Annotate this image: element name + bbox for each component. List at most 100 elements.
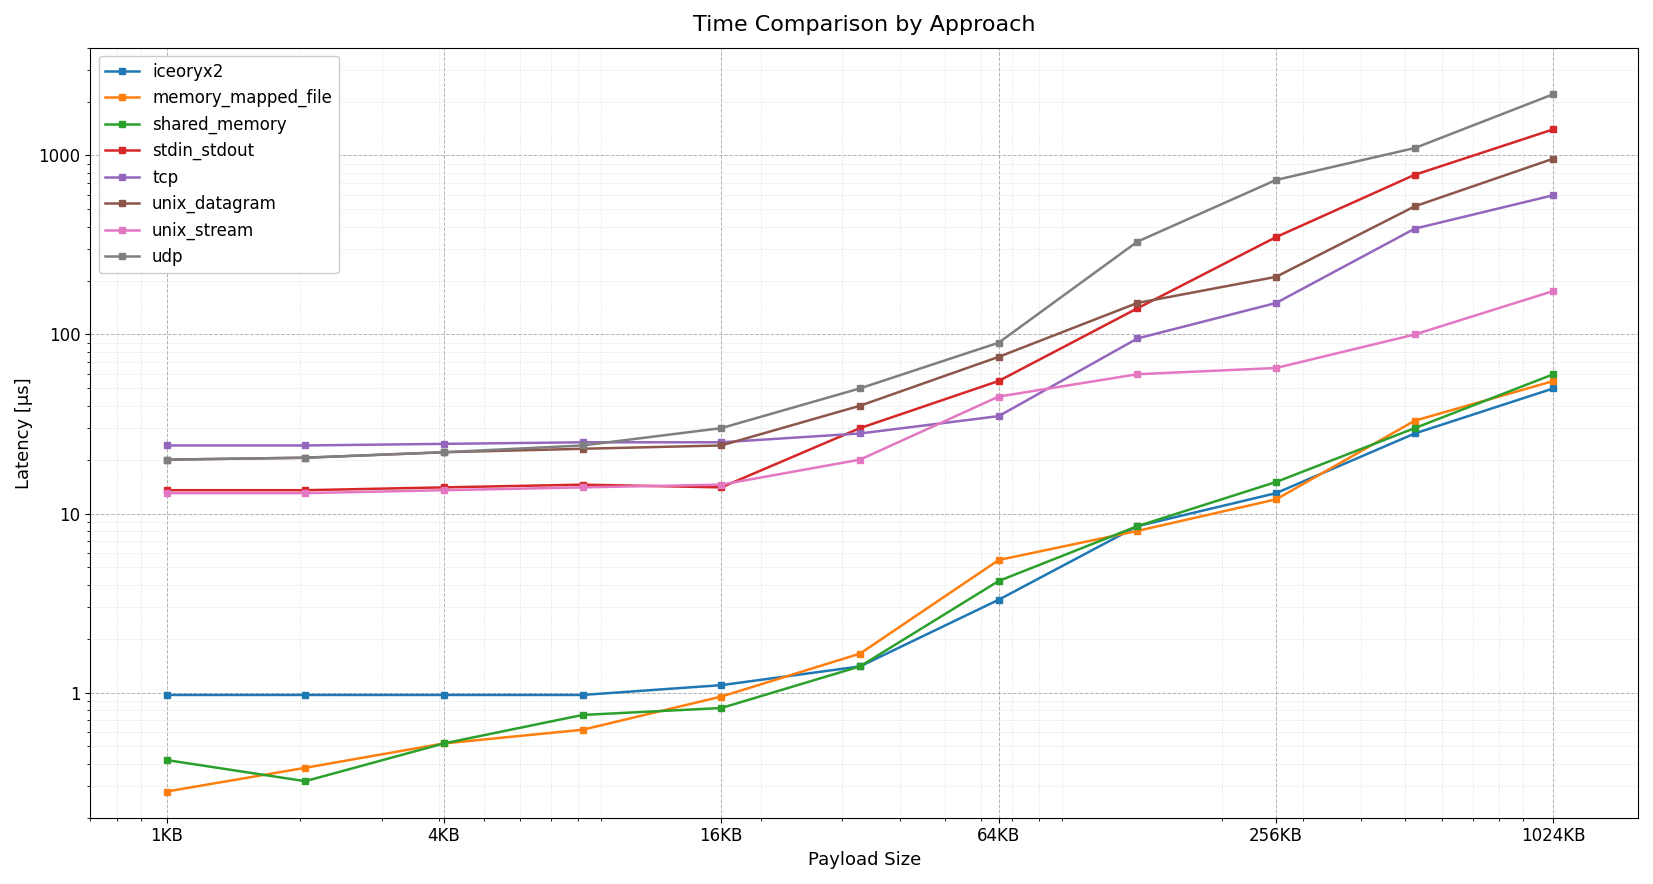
Line: iceoryx2: iceoryx2 [164,385,1557,698]
shared_memory [1127,521,1147,531]
Legend: iceoryx2, memory_mapped_file, shared_memory, stdin_stdout, tcp, unix_datagram, u: iceoryx2, memory_mapped_file, shared_mem… [99,56,339,273]
unix_stream [572,482,592,492]
tcp [1266,298,1286,309]
shared_memory [296,776,316,787]
stdin_stdout [711,482,731,492]
udp [157,454,177,465]
Y-axis label: Latency [µs]: Latency [µs] [15,377,33,489]
udp [1127,236,1147,247]
iceoryx2 [1544,383,1564,393]
udp [1405,142,1425,153]
Line: unix_stream: unix_stream [164,287,1557,497]
stdin_stdout [988,376,1008,386]
stdin_stdout [1544,124,1564,134]
iceoryx2 [435,690,455,700]
unix_datagram [572,444,592,454]
memory_mapped_file [157,786,177,796]
unix_datagram [1405,201,1425,211]
memory_mapped_file [711,691,731,702]
unix_stream [1266,362,1286,373]
udp [850,383,869,393]
shared_memory [157,755,177,766]
shared_memory [850,661,869,672]
memory_mapped_file [1405,415,1425,426]
iceoryx2 [157,690,177,700]
unix_datagram [1127,298,1147,309]
tcp [1544,190,1564,201]
memory_mapped_file [1544,376,1564,386]
iceoryx2 [711,680,731,690]
stdin_stdout [1127,303,1147,314]
udp [435,447,455,458]
udp [572,440,592,451]
unix_stream [988,392,1008,402]
memory_mapped_file [850,648,869,659]
unix_stream [1127,369,1147,379]
iceoryx2 [850,661,869,672]
stdin_stdout [1405,170,1425,180]
memory_mapped_file [988,555,1008,566]
unix_datagram [711,440,731,451]
memory_mapped_file [1127,526,1147,537]
tcp [711,437,731,447]
unix_stream [850,454,869,465]
unix_stream [711,479,731,490]
tcp [435,438,455,449]
Line: udp: udp [164,91,1557,463]
unix_stream [1405,329,1425,339]
memory_mapped_file [435,738,455,749]
shared_memory [435,738,455,749]
iceoryx2 [1127,521,1147,531]
unix_datagram [850,400,869,411]
stdin_stdout [296,485,316,496]
Line: stdin_stdout: stdin_stdout [164,126,1557,493]
iceoryx2 [296,690,316,700]
unix_datagram [435,447,455,458]
stdin_stdout [572,479,592,490]
unix_stream [157,488,177,499]
memory_mapped_file [1266,494,1286,505]
stdin_stdout [157,485,177,496]
udp [711,423,731,433]
shared_memory [1544,369,1564,379]
stdin_stdout [1266,232,1286,242]
unix_stream [296,488,316,499]
udp [988,338,1008,348]
memory_mapped_file [572,725,592,735]
Line: tcp: tcp [164,192,1557,449]
shared_memory [1405,423,1425,433]
tcp [1127,333,1147,344]
Line: memory_mapped_file: memory_mapped_file [164,377,1557,795]
iceoryx2 [988,594,1008,605]
shared_memory [1266,476,1286,487]
tcp [1405,224,1425,234]
unix_datagram [1266,271,1286,282]
Title: Time Comparison by Approach: Time Comparison by Approach [693,15,1035,35]
Line: unix_datagram: unix_datagram [164,156,1557,463]
udp [296,453,316,463]
iceoryx2 [1405,428,1425,438]
iceoryx2 [1266,488,1286,499]
memory_mapped_file [296,763,316,774]
tcp [296,440,316,451]
unix_datagram [296,453,316,463]
shared_memory [711,703,731,713]
stdin_stdout [850,423,869,433]
X-axis label: Payload Size: Payload Size [808,851,921,869]
unix_datagram [157,454,177,465]
tcp [850,428,869,438]
iceoryx2 [572,690,592,700]
Line: shared_memory: shared_memory [164,370,1557,785]
shared_memory [572,710,592,720]
tcp [988,411,1008,422]
tcp [157,440,177,451]
unix_datagram [1544,153,1564,164]
unix_stream [1544,286,1564,296]
tcp [572,437,592,447]
unix_datagram [988,352,1008,362]
stdin_stdout [435,482,455,492]
udp [1544,89,1564,100]
unix_stream [435,485,455,496]
udp [1266,175,1286,186]
shared_memory [988,575,1008,586]
